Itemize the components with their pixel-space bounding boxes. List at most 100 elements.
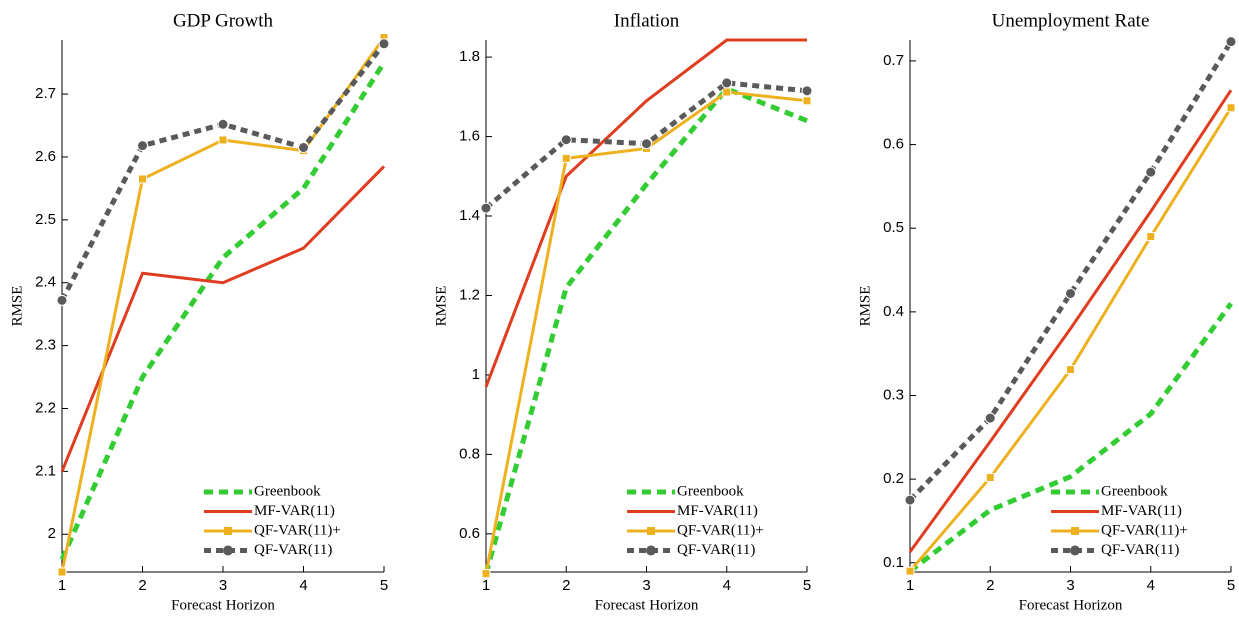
legend-marker [1070,545,1080,556]
legend-label: QF-VAR(11)+ [254,522,341,538]
y-tick-label: 2.1 [35,462,56,479]
series-line [908,40,1234,502]
y-tick-label: 0.6 [459,525,480,542]
chart-title: Inflation [614,10,680,31]
y-tick-label: 1.8 [459,48,480,65]
y-tick-label: 2.4 [35,274,56,291]
x-tick-label: 3 [642,577,650,594]
chart-title: GDP Growth [173,10,274,31]
marker [905,566,915,576]
y-tick-label: 0.6 [883,136,904,153]
y-tick-label: 0.1 [883,554,904,571]
legend-marker [1071,527,1079,535]
marker [801,85,813,97]
plot-area [480,38,813,579]
marker [641,138,652,150]
marker [1146,232,1156,242]
plot-area [56,32,390,577]
x-tick-label: 5 [380,577,388,594]
series-line [908,106,1233,573]
y-tick-label: 0.2 [883,470,904,487]
legend-label: MF-VAR(11) [1101,503,1182,519]
x-tick-label: 4 [299,577,307,594]
y-tick-label: 2.6 [35,148,56,165]
marker [1226,103,1236,113]
legend-label: QF-VAR(11) [254,542,332,558]
y-axis-label: RMSE [433,286,449,327]
legend-label: QF-VAR(11) [677,542,755,558]
chart-title: Unemployment Rate [992,10,1150,31]
legend-marker [223,545,233,556]
series-line [484,38,807,388]
marker [218,135,228,145]
marker [984,412,996,424]
x-tick-label: 1 [482,577,490,594]
y-tick-label: 2.3 [35,337,56,354]
x-tick-label: 5 [803,577,811,594]
y-tick-label: 2 [48,525,56,542]
x-tick-label: 1 [58,577,66,594]
series-line [59,42,386,302]
series-line [908,302,1234,574]
x-tick-label: 3 [1066,577,1074,594]
x-axis-label: Forecast Horizon [171,597,275,613]
marker [298,142,309,154]
x-tick-label: 2 [562,577,570,594]
y-tick-label: 1.6 [459,128,480,145]
y-tick-label: 2.7 [35,85,56,102]
marker [481,569,491,579]
x-tick-label: 1 [906,577,914,594]
y-axis-label: RMSE [857,286,873,327]
plot-area [904,36,1237,576]
marker [802,96,812,106]
y-tick-label: 0.3 [883,386,904,403]
x-tick-label: 2 [986,577,994,594]
series-line [59,61,387,561]
x-axis-label: Forecast Horizon [595,597,699,613]
series-line [908,89,1233,553]
marker [1065,287,1076,299]
legend-label: MF-VAR(11) [677,503,758,519]
x-tick-label: 2 [138,577,146,594]
y-tick-label: 1.4 [459,207,480,224]
marker [1225,36,1237,48]
y-tick-label: 1.2 [459,286,480,303]
marker [217,118,229,130]
legend-marker [224,527,232,535]
x-tick-label: 3 [219,577,227,594]
y-tick-label: 2.2 [35,399,56,416]
y-tick-label: 0.8 [459,445,480,462]
marker [1066,365,1075,375]
y-tick-label: 0.4 [883,303,904,320]
x-tick-label: 5 [1227,577,1235,594]
y-tick-label: 2.5 [35,211,56,228]
legend-label: MF-VAR(11) [254,503,335,519]
x-tick-label: 4 [723,577,731,594]
legend-label: QF-VAR(11) [1101,542,1179,558]
y-tick-label: 0.7 [883,52,904,69]
marker [904,494,916,506]
legend-label: Greenbook [254,483,321,499]
legend-label: Greenbook [677,483,744,499]
marker [56,294,68,306]
legend-label: QF-VAR(11)+ [1101,522,1188,538]
series-line [60,165,386,472]
legend-label: QF-VAR(11)+ [677,522,764,538]
marker [480,202,492,214]
series-line [483,85,808,575]
legend-marker [647,527,655,535]
marker [722,87,732,97]
y-tick-label: 1 [472,366,480,383]
marker [378,38,390,50]
marker [721,77,733,89]
x-tick-label: 4 [1147,577,1155,594]
y-axis-label: RMSE [9,286,25,327]
marker [138,174,147,184]
legend-marker [646,545,656,556]
marker [137,140,148,152]
marker [560,134,572,146]
x-axis-label: Forecast Horizon [1019,597,1123,613]
marker [1145,166,1157,178]
